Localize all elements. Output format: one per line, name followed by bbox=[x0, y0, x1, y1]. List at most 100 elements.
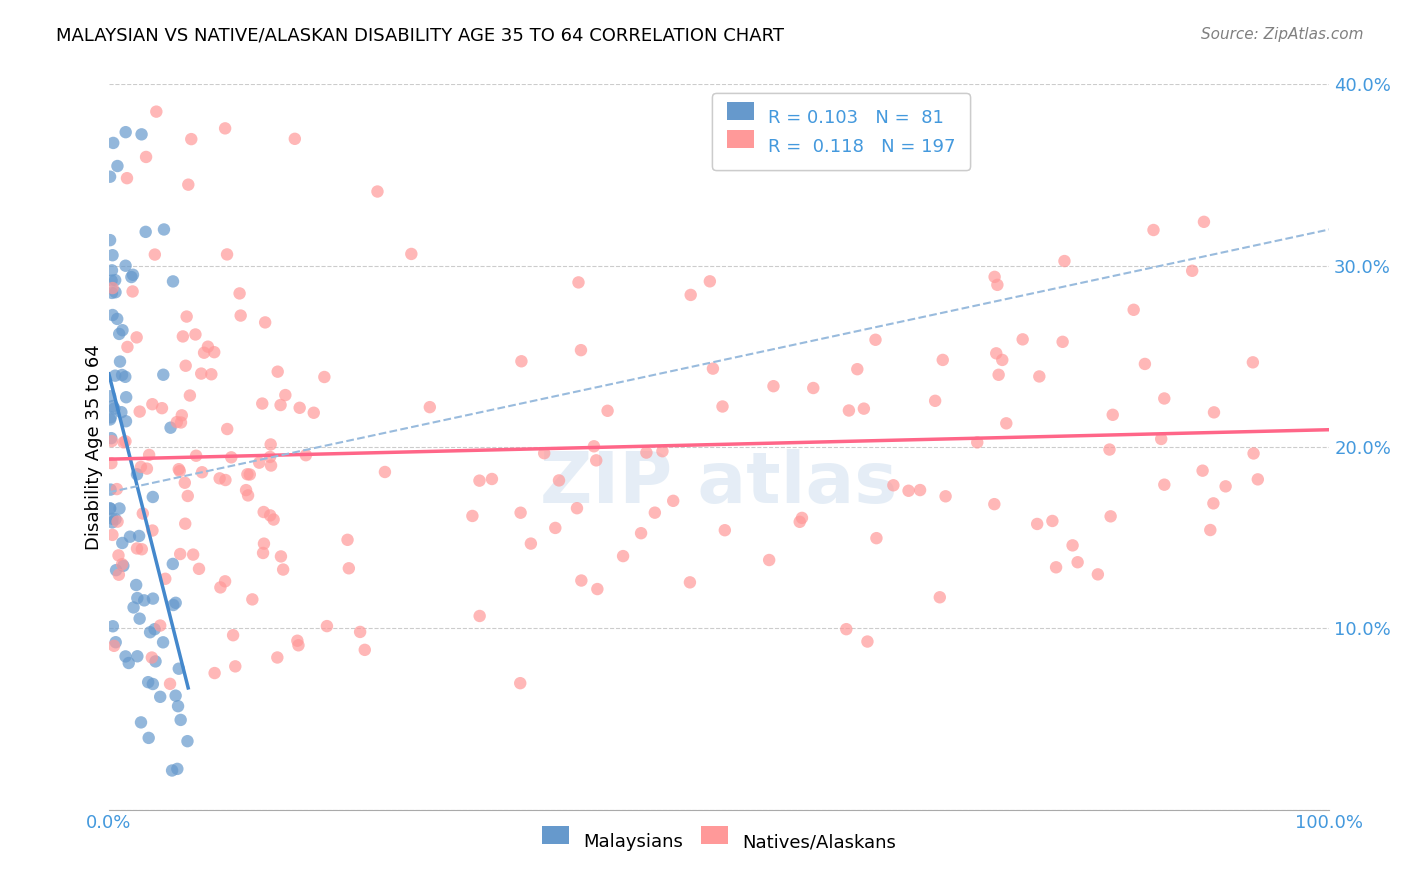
Point bbox=[167, 462, 190, 476]
Point bbox=[509, 506, 531, 520]
Point bbox=[200, 368, 222, 382]
Point bbox=[295, 448, 318, 462]
Point bbox=[224, 659, 246, 673]
Point bbox=[274, 388, 297, 402]
Point bbox=[849, 121, 872, 136]
Point bbox=[118, 656, 141, 670]
Point bbox=[166, 762, 188, 776]
Point bbox=[586, 582, 609, 596]
Point bbox=[142, 490, 165, 504]
Point bbox=[986, 277, 1008, 292]
Point bbox=[711, 400, 734, 414]
Point bbox=[253, 505, 276, 519]
Point bbox=[190, 367, 212, 381]
Point bbox=[135, 150, 157, 164]
Point bbox=[129, 715, 152, 730]
Point bbox=[105, 563, 128, 577]
Point bbox=[98, 389, 121, 403]
Point bbox=[366, 185, 388, 199]
Point bbox=[176, 734, 198, 748]
Point bbox=[714, 523, 737, 537]
Point bbox=[1042, 514, 1064, 528]
Point bbox=[108, 567, 131, 582]
Point bbox=[419, 400, 441, 414]
Point bbox=[170, 409, 193, 423]
Point bbox=[150, 401, 173, 416]
Point bbox=[176, 310, 198, 324]
Point bbox=[128, 404, 150, 418]
Point bbox=[865, 333, 887, 347]
Point bbox=[585, 453, 607, 467]
Point bbox=[149, 618, 172, 632]
Point bbox=[1181, 264, 1204, 278]
Point bbox=[184, 327, 207, 342]
Point bbox=[191, 465, 214, 479]
Point bbox=[160, 764, 183, 778]
Point bbox=[208, 471, 231, 485]
Point bbox=[108, 501, 131, 516]
Point bbox=[103, 401, 125, 416]
Point bbox=[122, 600, 145, 615]
Point bbox=[105, 482, 128, 496]
Point bbox=[1052, 334, 1074, 349]
Point bbox=[181, 548, 204, 562]
Point bbox=[173, 475, 195, 490]
Point bbox=[263, 512, 285, 526]
Point bbox=[110, 405, 132, 419]
Y-axis label: Disability Age 35 to 64: Disability Age 35 to 64 bbox=[86, 344, 103, 549]
Point bbox=[174, 359, 197, 373]
Point bbox=[314, 370, 336, 384]
Point bbox=[108, 354, 131, 368]
Point bbox=[108, 326, 131, 341]
Point bbox=[111, 557, 134, 571]
Point bbox=[1191, 464, 1213, 478]
Point bbox=[987, 368, 1010, 382]
Point bbox=[162, 598, 184, 612]
Point bbox=[229, 309, 252, 323]
Point bbox=[128, 612, 150, 626]
Point bbox=[1066, 555, 1088, 569]
Point bbox=[481, 472, 503, 486]
Point bbox=[644, 506, 666, 520]
Point bbox=[107, 549, 129, 563]
Point bbox=[214, 121, 236, 136]
Point bbox=[468, 474, 491, 488]
Point bbox=[699, 274, 721, 288]
Point bbox=[101, 285, 124, 300]
Point bbox=[835, 622, 858, 636]
Text: MALAYSIAN VS NATIVE/ALASKAN DISABILITY AGE 35 TO 64 CORRELATION CHART: MALAYSIAN VS NATIVE/ALASKAN DISABILITY A… bbox=[56, 27, 785, 45]
Point bbox=[565, 501, 588, 516]
Point bbox=[801, 381, 824, 395]
Point bbox=[122, 268, 145, 282]
Point bbox=[1062, 538, 1084, 552]
Point bbox=[172, 329, 194, 343]
Point bbox=[136, 675, 159, 690]
Point bbox=[267, 365, 290, 379]
Point bbox=[125, 330, 148, 344]
Point bbox=[101, 619, 124, 633]
Point bbox=[353, 643, 375, 657]
Point bbox=[928, 591, 950, 605]
Point bbox=[131, 542, 153, 557]
Point bbox=[103, 136, 125, 150]
Point bbox=[118, 530, 141, 544]
Point bbox=[138, 731, 160, 745]
Point bbox=[214, 574, 236, 589]
Point bbox=[112, 435, 135, 450]
Point bbox=[240, 592, 263, 607]
Point bbox=[104, 285, 127, 300]
Point bbox=[167, 662, 190, 676]
Point bbox=[924, 393, 946, 408]
Point bbox=[101, 516, 124, 530]
Point bbox=[165, 689, 187, 703]
Point bbox=[235, 483, 257, 497]
Point bbox=[117, 340, 139, 354]
Point bbox=[995, 417, 1018, 431]
Point bbox=[520, 536, 543, 550]
Point bbox=[1053, 254, 1076, 268]
Point bbox=[128, 529, 150, 543]
Point bbox=[983, 497, 1005, 511]
Point bbox=[1192, 215, 1215, 229]
Point bbox=[129, 459, 152, 474]
Point bbox=[142, 591, 165, 606]
